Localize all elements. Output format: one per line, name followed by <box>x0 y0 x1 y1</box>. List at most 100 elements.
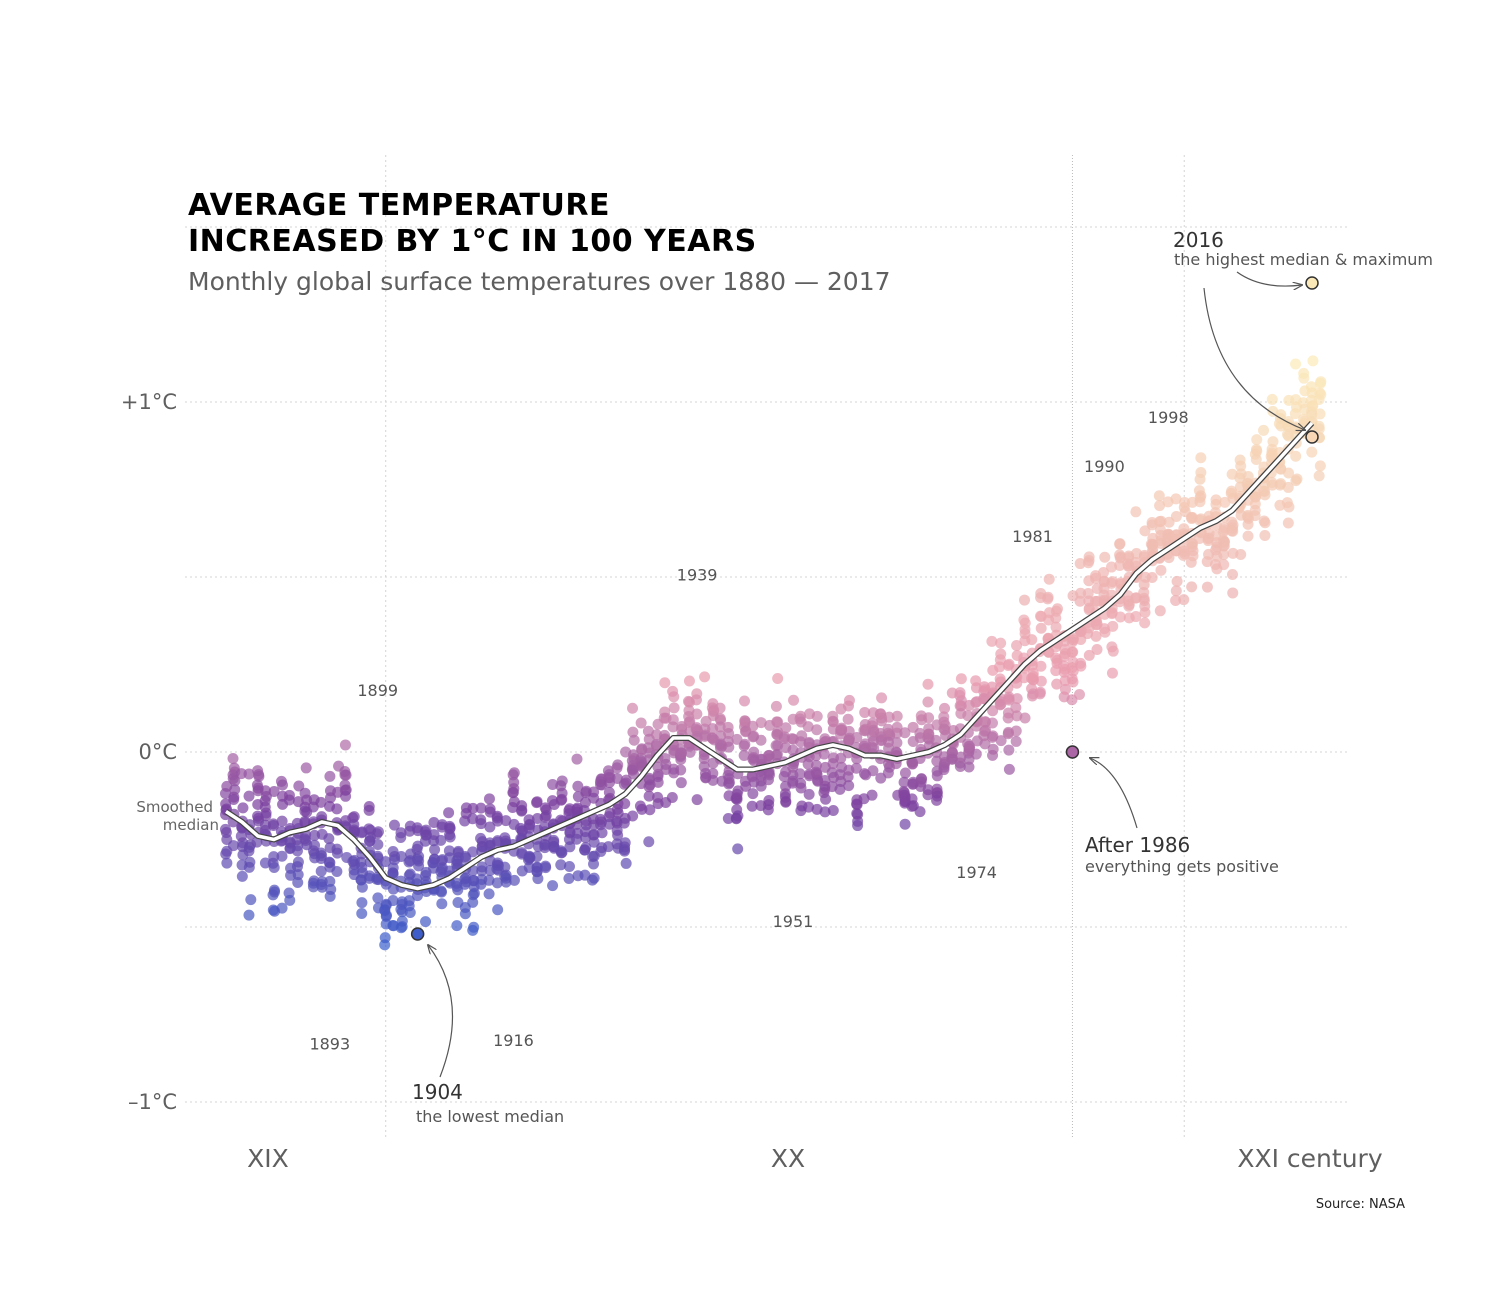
monthly-point <box>978 681 990 693</box>
monthly-point <box>348 811 360 823</box>
monthly-point <box>955 673 967 685</box>
monthly-point <box>243 768 255 780</box>
monthly-point <box>1107 645 1119 657</box>
monthly-point <box>827 804 839 816</box>
y-tick-label: –1°C <box>128 1090 177 1114</box>
monthly-point <box>572 780 584 792</box>
monthly-point <box>1313 423 1325 435</box>
monthly-point <box>516 805 528 817</box>
monthly-point <box>1315 376 1327 388</box>
monthly-point <box>1050 621 1062 633</box>
monthly-point <box>906 793 918 805</box>
monthly-point <box>1314 408 1326 420</box>
monthly-point <box>315 796 327 808</box>
monthly-point <box>331 866 343 878</box>
median-line-group <box>224 420 1315 892</box>
monthly-point <box>564 841 576 853</box>
monthly-point <box>467 846 479 858</box>
monthly-point <box>388 819 400 831</box>
monthly-point <box>1003 763 1015 775</box>
monthly-point <box>810 766 822 778</box>
monthly-point <box>467 802 479 814</box>
median-line-outline <box>224 420 1315 892</box>
monthly-point <box>691 794 703 806</box>
monthly-point <box>1307 355 1319 367</box>
monthly-point <box>738 740 750 752</box>
monthly-point <box>1235 548 1247 560</box>
monthly-point <box>851 731 863 743</box>
monthly-point <box>778 771 790 783</box>
highlight-point-1986 <box>1065 745 1080 759</box>
monthly-point <box>555 859 567 871</box>
monthly-point <box>1186 581 1198 593</box>
monthly-point <box>1099 551 1111 563</box>
monthly-point <box>443 807 455 819</box>
monthly-point <box>1170 511 1182 523</box>
monthly-point <box>435 885 447 897</box>
monthly-point <box>580 842 592 854</box>
monthly-point <box>1227 525 1239 537</box>
monthly-point <box>229 784 241 796</box>
monthly-point <box>291 845 303 857</box>
monthly-point <box>1227 587 1239 599</box>
monthly-point <box>707 774 719 786</box>
monthly-point <box>259 801 271 813</box>
monthly-point <box>739 695 751 707</box>
monthly-point <box>547 880 559 892</box>
year-label-1939: 1939 <box>677 566 718 585</box>
monthly-point <box>1314 460 1326 472</box>
monthly-point <box>499 861 511 873</box>
monthly-point <box>811 724 823 736</box>
monthly-point <box>435 834 447 846</box>
monthly-point <box>380 856 392 868</box>
monthly-point <box>555 780 567 792</box>
monthly-point <box>723 741 735 753</box>
monthly-point <box>387 845 399 857</box>
monthly-point <box>1218 536 1230 548</box>
monthly-point <box>986 635 998 647</box>
monthly-point <box>372 826 384 838</box>
monthly-point <box>714 721 726 733</box>
monthly-point <box>882 736 894 748</box>
source-note: Source: NASA <box>1316 1197 1405 1212</box>
monthly-point <box>723 728 735 740</box>
monthly-point <box>612 829 624 841</box>
monthly-point <box>1090 572 1102 584</box>
monthly-point <box>714 702 726 714</box>
monthly-point <box>819 806 831 818</box>
monthly-point <box>676 747 688 759</box>
monthly-point <box>1043 573 1055 585</box>
monthly-point <box>268 884 280 896</box>
monthly-point <box>323 833 335 845</box>
monthly-point <box>436 898 448 910</box>
monthly-point <box>922 789 934 801</box>
monthly-point <box>1171 575 1183 587</box>
arrow-max-to-median <box>1203 287 1305 430</box>
monthly-point <box>339 769 351 781</box>
monthly-point <box>922 678 934 690</box>
monthly-point <box>922 696 934 708</box>
highlight-point-2016 <box>1305 276 1319 290</box>
monthly-point <box>1210 494 1222 506</box>
monthly-point <box>722 812 734 824</box>
monthly-point <box>268 786 280 798</box>
monthly-point <box>1098 566 1110 578</box>
monthly-point <box>220 798 232 810</box>
monthly-point <box>1010 725 1022 737</box>
year-labels: 1893 1899 1916 1939 1951 1974 1981 1990 1998 <box>309 408 1188 1054</box>
monthly-point <box>299 815 311 827</box>
monthly-point <box>556 793 568 805</box>
annotation-max-text: the highest median & maximum <box>1174 250 1433 269</box>
monthly-point <box>1059 683 1071 695</box>
monthly-point <box>523 814 535 826</box>
arrow-max-to-maximum <box>1236 271 1302 286</box>
monthly-point <box>276 902 288 914</box>
monthly-point <box>803 801 815 813</box>
monthly-point <box>260 810 272 822</box>
monthly-point <box>898 776 910 788</box>
monthly-point <box>339 739 351 751</box>
x-tick-label: XXI century <box>1237 1144 1382 1173</box>
monthly-point <box>762 750 774 762</box>
monthly-point <box>732 843 744 855</box>
monthly-point <box>315 865 327 877</box>
